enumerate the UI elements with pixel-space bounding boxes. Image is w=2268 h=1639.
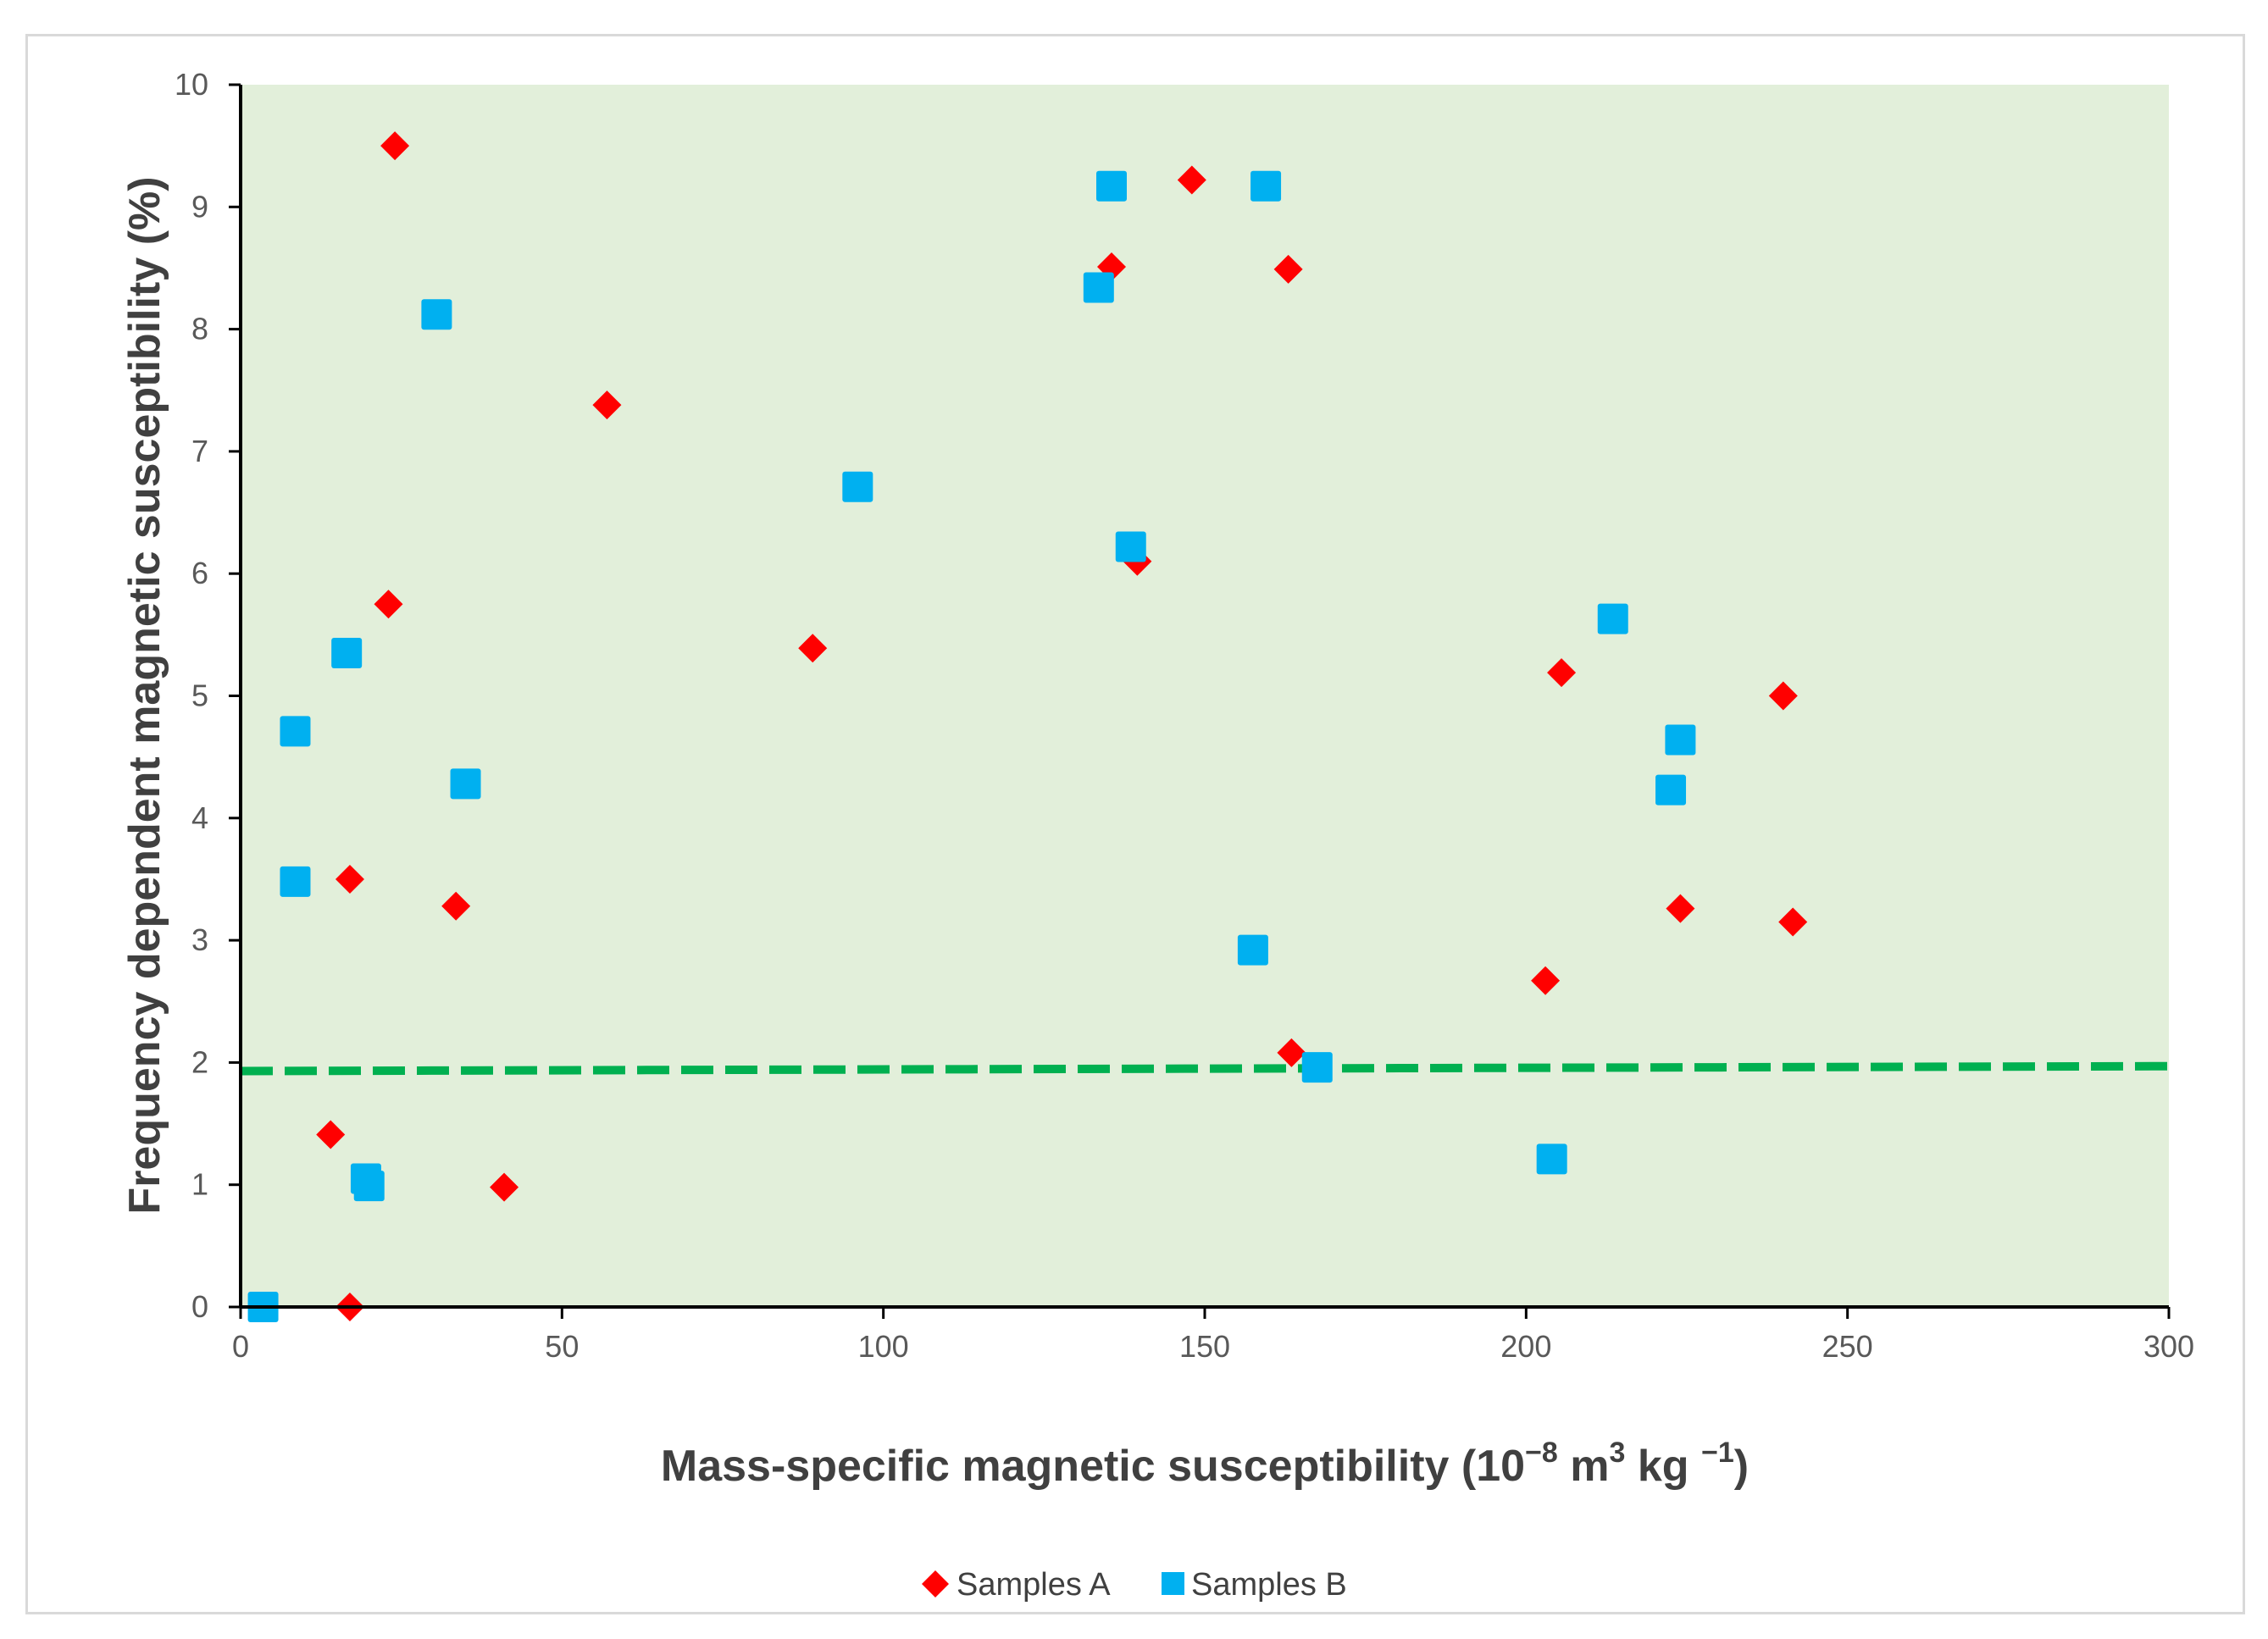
x-axis-title-part-3: kg <box>1625 1442 1701 1491</box>
point-samples-b <box>842 471 873 502</box>
point-samples-b <box>280 716 311 747</box>
threshold-line-group <box>240 1061 2170 1076</box>
x-axis-title-exponent-1: −8 <box>1525 1437 1558 1469</box>
legend-label-samples-a: Samples A <box>957 1567 1111 1603</box>
y-tick-label: 1 <box>191 1167 208 1202</box>
point-samples-b <box>1115 531 1146 562</box>
point-samples-b <box>450 768 481 800</box>
plot-area <box>241 85 2169 1307</box>
x-axis-title-part-1: Mass-specific magnetic susceptibility (1… <box>661 1442 1525 1491</box>
x-axis-title-exponent-2: 3 <box>1610 1437 1626 1469</box>
x-tick-label: 300 <box>2143 1329 2194 1364</box>
point-samples-a <box>798 634 828 663</box>
point-samples-a <box>1273 254 1303 284</box>
point-samples-b <box>1250 170 1282 202</box>
x-tick-label: 200 <box>1500 1329 1551 1364</box>
y-tick-label: 10 <box>175 67 208 102</box>
y-tick-label: 0 <box>191 1289 208 1324</box>
point-samples-a <box>1277 1038 1306 1067</box>
x-axis-title-part-2: m <box>1558 1442 1610 1491</box>
point-samples-a <box>592 390 622 420</box>
x-tick-label: 0 <box>232 1329 249 1364</box>
y-tick-label: 6 <box>191 556 208 590</box>
point-samples-a <box>380 131 410 161</box>
point-samples-a <box>1177 165 1206 195</box>
scatter-chart: 0 50 100 150 200 250 300 0 1 2 3 4 5 6 7 8 9 10 Mass-spe… <box>120 67 2194 1603</box>
legend-marker-samples-b <box>1162 1572 1184 1595</box>
y-axis-title: Frequency dependent magnetic susceptibil… <box>120 176 169 1214</box>
point-samples-a <box>1547 658 1577 688</box>
point-samples-b <box>1665 724 1696 756</box>
point-samples-b <box>1655 774 1687 806</box>
point-samples-a <box>490 1172 519 1202</box>
x-axis-title: Mass-specific magnetic susceptibility (1… <box>661 1437 1749 1491</box>
x-axis-title-part-4: ) <box>1734 1442 1749 1491</box>
point-samples-a <box>1666 894 1695 923</box>
x-tick-label: 100 <box>858 1329 909 1364</box>
legend-label-samples-b: Samples B <box>1191 1567 1347 1603</box>
legend: Samples A Samples B <box>922 1567 1347 1603</box>
y-tick-label: 7 <box>191 434 208 468</box>
point-samples-a <box>316 1120 346 1149</box>
y-tick-label: 8 <box>191 312 208 346</box>
point-samples-b <box>421 299 452 330</box>
x-tick-label: 50 <box>545 1329 579 1364</box>
axis-ticks <box>229 83 2171 1319</box>
x-tick-label: 150 <box>1179 1329 1230 1364</box>
point-samples-b <box>1536 1143 1567 1175</box>
y-tick-labels: 0 1 2 3 4 5 6 7 8 9 10 <box>175 67 208 1324</box>
point-samples-a <box>374 590 403 619</box>
point-samples-a <box>1778 907 1808 937</box>
legend-marker-samples-a <box>922 1570 949 1597</box>
y-tick-label: 9 <box>191 189 208 224</box>
point-samples-a <box>1531 966 1561 995</box>
point-samples-b <box>353 1171 385 1202</box>
y-tick-label: 3 <box>191 922 208 957</box>
y-tick-label: 2 <box>191 1044 208 1079</box>
point-samples-a <box>441 891 471 921</box>
x-axis-title-exponent-3: −1 <box>1701 1437 1734 1469</box>
point-samples-b <box>1597 603 1628 634</box>
point-samples-b <box>331 637 363 668</box>
point-samples-b <box>1083 272 1114 303</box>
point-samples-b <box>1237 934 1268 966</box>
threshold-line <box>240 1061 2170 1076</box>
point-samples-b <box>1301 1052 1333 1083</box>
x-tick-labels: 0 50 100 150 200 250 300 <box>232 1329 2194 1364</box>
point-samples-b <box>280 866 311 897</box>
chart-frame: 0 50 100 150 200 250 300 0 1 2 3 4 5 6 7 8 9 10 Mass-spe… <box>25 34 2245 1614</box>
data-points <box>247 131 1808 1322</box>
x-tick-label: 250 <box>1822 1329 1873 1364</box>
y-tick-label: 4 <box>191 800 208 835</box>
point-samples-a <box>1768 681 1798 711</box>
point-samples-b <box>1095 170 1127 202</box>
y-tick-label: 5 <box>191 678 208 713</box>
